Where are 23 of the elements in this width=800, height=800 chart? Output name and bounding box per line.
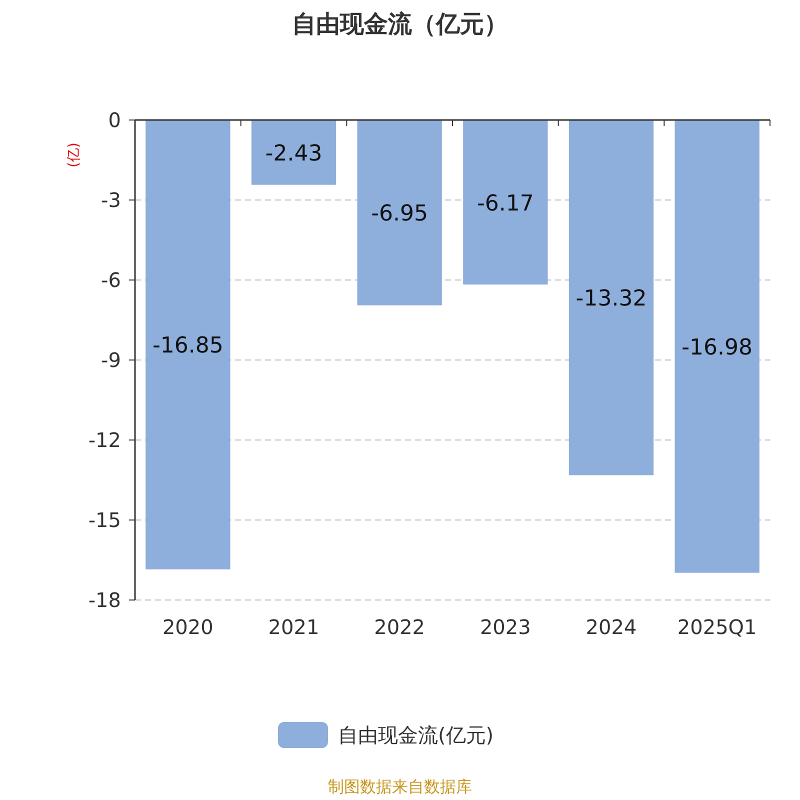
x-tick-label: 2021 <box>268 615 320 639</box>
data-label: -16.98 <box>682 335 753 360</box>
x-tick-label: 2022 <box>374 615 426 639</box>
text: 制图数据来自数据库 <box>328 777 472 796</box>
y-tick-label: 0 <box>108 108 121 132</box>
x-tick-label: 2025Q1 <box>677 615 757 639</box>
x-tick-label: 2024 <box>586 615 637 639</box>
y-tick-label: -3 <box>101 188 121 212</box>
chart-title: 自由现金流（亿元） <box>292 10 508 38</box>
y-tick-label: -15 <box>88 508 121 532</box>
data-label: -6.95 <box>371 202 428 227</box>
legend-label: 自由现金流(亿元) <box>338 723 494 747</box>
y-tick-label: -12 <box>88 428 121 452</box>
data-label: -6.17 <box>476 191 534 216</box>
y-tick-label: -18 <box>88 588 121 612</box>
data-label: -2.43 <box>265 141 322 166</box>
data-label: -16.85 <box>152 334 224 359</box>
x-tick-label: 2023 <box>480 615 531 639</box>
y-tick-label: -9 <box>101 348 121 372</box>
data-label: -13.32 <box>576 286 647 312</box>
y-axis-title: (亿) <box>66 142 82 168</box>
y-tick-label: -6 <box>101 268 121 292</box>
x-tick-label: 2020 <box>162 615 214 639</box>
